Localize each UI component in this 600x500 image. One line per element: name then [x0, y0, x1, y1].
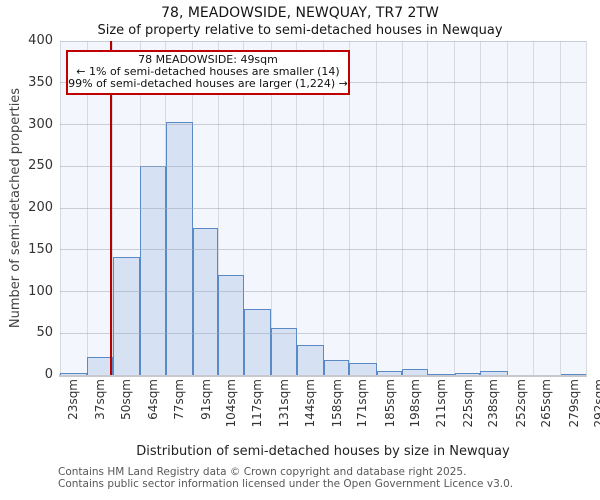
gridline-horizontal [60, 291, 586, 292]
histogram-bar [140, 166, 166, 375]
histogram-bar [218, 274, 244, 375]
histogram-bar [192, 228, 219, 375]
property-marker-line [109, 41, 112, 375]
x-tick-label: 279sqm [566, 379, 581, 428]
footer-attribution-ogl: Contains public sector information licen… [58, 478, 514, 490]
histogram-bar [87, 356, 113, 375]
y-tick-label: 350 [28, 74, 53, 90]
gridline-vertical [585, 41, 587, 375]
histogram-bar [427, 374, 455, 375]
histogram-bar [323, 359, 350, 375]
x-tick-label: 131sqm [277, 379, 292, 428]
x-tick-label: 198sqm [408, 379, 423, 428]
x-tick-label: 23sqm [66, 379, 80, 420]
x-tick-label: 171sqm [355, 379, 370, 428]
y-tick-label: 400 [28, 33, 53, 48]
x-tick-label: 104sqm [224, 379, 239, 428]
x-tick-label: 185sqm [382, 379, 397, 428]
y-tick-label: 200 [28, 200, 53, 215]
x-axis-line [59, 374, 587, 377]
histogram-bar [60, 372, 88, 375]
footer-attribution-hmlr: Contains HM Land Registry data © Crown c… [58, 466, 467, 478]
histogram-bar [376, 370, 403, 375]
histogram-bar [480, 370, 508, 375]
x-tick-label: 265sqm [539, 379, 554, 428]
x-tick-label: 144sqm [302, 379, 317, 428]
x-tick-label: 225sqm [460, 379, 475, 428]
y-tick-label: 150 [28, 241, 53, 257]
x-tick-label: 117sqm [249, 379, 264, 428]
chart-subtitle: Size of property relative to semi-detach… [97, 23, 503, 38]
histogram-bar [454, 373, 481, 375]
annotation-larger-text: 99% of semi-detached houses are larger (… [68, 77, 348, 90]
y-tick-label: 0 [44, 367, 53, 382]
plot-area: 78 MEADOWSIDE: 49sqm ← 1% of semi-detach… [59, 40, 587, 375]
gridline-horizontal [60, 124, 586, 125]
y-tick-label: 300 [28, 116, 53, 132]
x-tick-label: 91sqm [198, 379, 213, 420]
x-tick-label: 238sqm [486, 379, 501, 428]
x-tick-label: 50sqm [118, 379, 133, 420]
x-tick-label: 252sqm [513, 379, 528, 428]
histogram-bar [560, 374, 586, 375]
gridline-horizontal [60, 165, 586, 167]
annotation-property-label: 78 MEADOWSIDE: 49sqm [138, 53, 278, 66]
y-tick-label: 250 [28, 158, 53, 174]
x-tick-label: 37sqm [93, 379, 108, 420]
chart-title: 78, MEADOWSIDE, NEWQUAY, TR7 2TW [161, 5, 439, 21]
histogram-bar [271, 328, 297, 375]
x-axis-title: Distribution of semi-detached houses by … [136, 444, 510, 459]
histogram-bar [296, 344, 324, 375]
x-tick-label: 64sqm [146, 379, 161, 420]
gridline-horizontal [60, 332, 586, 334]
x-tick-label: 77sqm [171, 379, 186, 420]
histogram-bar [349, 363, 377, 375]
histogram-bar [243, 309, 272, 375]
gridline-horizontal [60, 207, 586, 209]
annotation-smaller-text: ← 1% of semi-detached houses are smaller… [76, 65, 340, 78]
histogram-bar [112, 257, 141, 375]
y-tick-label: 50 [36, 325, 53, 341]
x-tick-label: 292sqm [592, 379, 600, 428]
marker-annotation-box: 78 MEADOWSIDE: 49sqm ← 1% of semi-detach… [66, 50, 350, 95]
gridline-horizontal [60, 40, 586, 42]
histogram-bar [402, 369, 428, 375]
x-tick-label: 211sqm [433, 379, 448, 428]
y-tick-label: 100 [28, 283, 53, 299]
gridline-horizontal [60, 249, 586, 251]
x-tick-label: 158sqm [329, 379, 344, 428]
